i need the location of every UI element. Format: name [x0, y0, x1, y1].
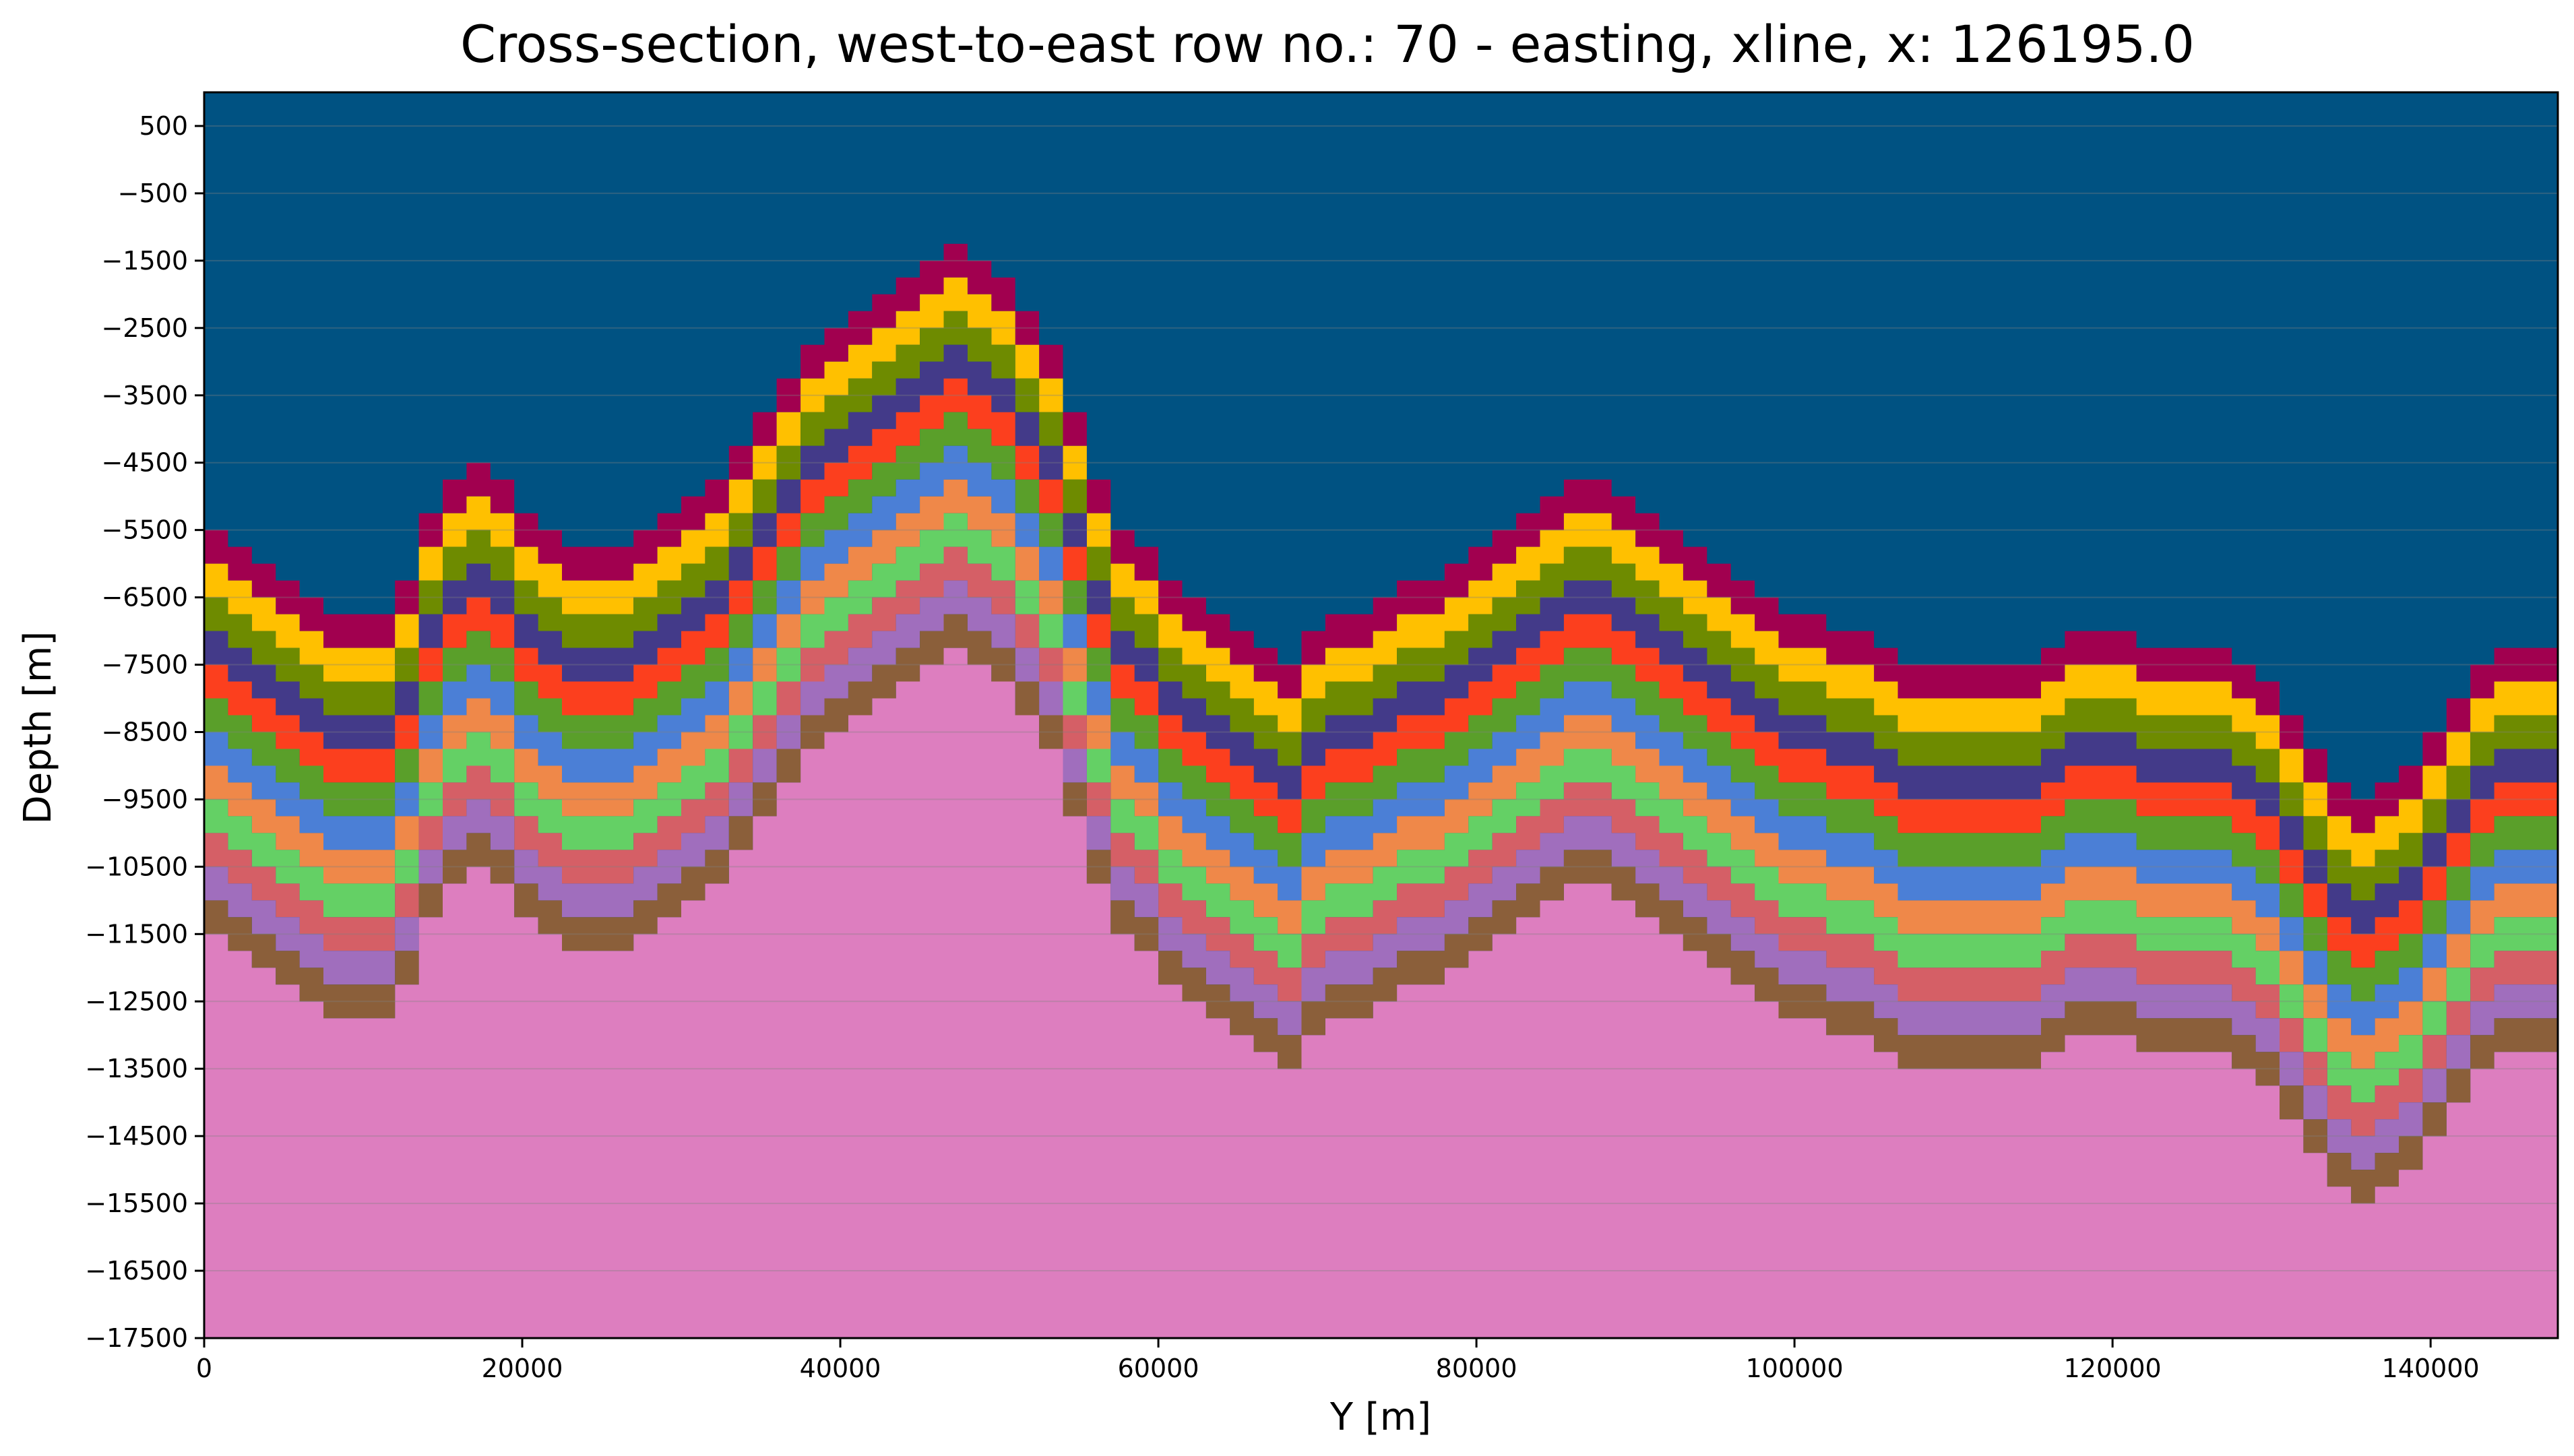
- y-tick-label-17: −16500: [85, 1256, 188, 1286]
- x-tick-label-0: 0: [196, 1354, 212, 1383]
- y-tick-label-4: −3500: [101, 381, 188, 410]
- layer-12: [204, 614, 2558, 1204]
- x-tick-label-7: 140000: [2382, 1354, 2480, 1383]
- x-tick-label-6: 120000: [2064, 1354, 2162, 1383]
- x-tick-label-4: 80000: [1436, 1354, 1517, 1383]
- plot-area: [203, 91, 2559, 1339]
- y-tick-label-2: −1500: [101, 246, 188, 276]
- y-tick-label-16: −15500: [85, 1189, 188, 1218]
- y-axis-label: Depth [m]: [16, 631, 60, 825]
- layer-8: [204, 479, 2558, 1069]
- plot-frame: [203, 91, 2559, 1339]
- y-tick-label-6: −5500: [101, 515, 188, 545]
- y-tick-label-9: −8500: [101, 717, 188, 747]
- y-tick-label-1: −500: [118, 179, 188, 208]
- y-tick-label-13: −12500: [85, 986, 188, 1016]
- layer-3: [204, 311, 2558, 901]
- y-axis: 500 −500 −1500 −2500 −3500 −4500 −5500 −6500 −75…: [85, 111, 204, 1353]
- x-axis-label: Y [m]: [1329, 1395, 1431, 1439]
- y-tick-label-0: 500: [139, 111, 188, 141]
- layer-4: [204, 344, 2558, 935]
- layer-1: [204, 243, 2558, 833]
- y-tick-label-5: −4500: [101, 448, 188, 478]
- layer-11: [204, 580, 2558, 1170]
- y-tick-label-7: −6500: [101, 583, 188, 612]
- y-tick-label-12: −11500: [85, 919, 188, 949]
- layer-5: [204, 378, 2558, 968]
- y-tick-label-8: −7500: [101, 650, 188, 680]
- x-axis: 0 20000 40000 60000 80000 100000 120000 140000: [196, 1338, 2480, 1383]
- layer-stack: [204, 243, 2558, 1338]
- layer-10: [204, 546, 2558, 1137]
- basement-layer: [204, 647, 2558, 1338]
- y-tick-label-10: −9500: [101, 784, 188, 814]
- y-tick-label-3: −2500: [101, 313, 188, 343]
- y-tick-label-11: −10500: [85, 852, 188, 881]
- y-tick-label-15: −14500: [85, 1121, 188, 1151]
- layer-7: [204, 445, 2558, 1036]
- layer-2: [204, 277, 2558, 867]
- x-tick-label-1: 20000: [482, 1354, 563, 1383]
- x-tick-label-2: 40000: [800, 1354, 881, 1383]
- layer-9: [204, 513, 2558, 1103]
- x-tick-label-3: 60000: [1118, 1354, 1199, 1383]
- chart-title: Cross-section, west-to-east row no.: 70 …: [460, 14, 2195, 74]
- x-tick-label-5: 100000: [1746, 1354, 1844, 1383]
- y-tick-label-18: −17500: [85, 1323, 188, 1353]
- layer-6: [204, 412, 2558, 1002]
- y-tick-label-14: −13500: [85, 1054, 188, 1083]
